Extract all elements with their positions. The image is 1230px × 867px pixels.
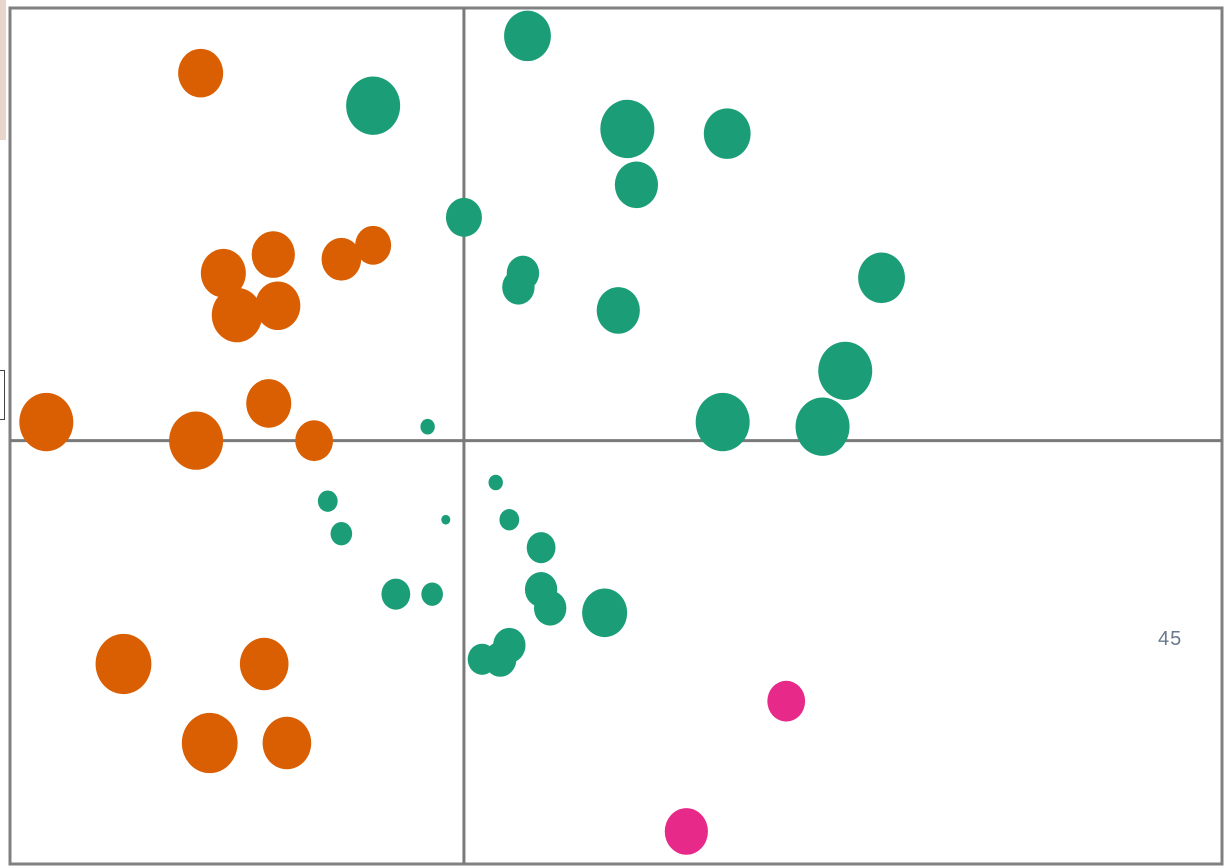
scatter-point-green-12 xyxy=(795,397,850,456)
scatter-point-orange-6 xyxy=(255,281,301,331)
scatter-point-orange-0 xyxy=(178,48,224,98)
scatter-point-green-3 xyxy=(703,108,751,159)
scatter-point-pink-0 xyxy=(767,680,806,722)
scatter-point-orange-2 xyxy=(321,237,362,281)
scatter-point-green-23 xyxy=(533,590,567,626)
scatter-point-orange-7 xyxy=(19,392,74,452)
scatter-point-green-5 xyxy=(445,197,482,237)
scatter-point-orange-12 xyxy=(239,637,289,691)
left-edge-tab xyxy=(0,0,6,140)
corner-label: 45 xyxy=(1158,628,1183,650)
scatter-point-orange-5 xyxy=(211,287,263,343)
scatter-point-green-4 xyxy=(614,161,659,209)
scatter-point-orange-10 xyxy=(295,420,334,462)
scatter-point-orange-11 xyxy=(95,633,152,695)
scatter-point-orange-14 xyxy=(262,716,312,770)
left-edge-bracket xyxy=(0,370,5,420)
scatter-point-green-19 xyxy=(526,532,556,564)
scatter-point-green-0 xyxy=(504,10,551,62)
scatter-points xyxy=(19,10,905,855)
scatter-point-orange-4 xyxy=(200,248,246,298)
scatter-point-green-24 xyxy=(582,588,628,638)
scatter-point-green-21 xyxy=(421,582,443,606)
scatter-point-green-18 xyxy=(499,509,520,531)
scatter-point-green-17 xyxy=(488,474,503,491)
scatter-point-green-13 xyxy=(420,418,435,435)
scatter-point-green-2 xyxy=(600,99,655,159)
scatter-point-pink-1 xyxy=(664,808,708,855)
scatter-point-green-14 xyxy=(317,490,338,512)
scatter-point-green-20 xyxy=(381,578,411,610)
scatter-point-green-8 xyxy=(596,287,640,334)
scatter-point-green-11 xyxy=(695,392,750,452)
scatter-point-orange-13 xyxy=(181,712,238,774)
scatter-point-green-16 xyxy=(441,514,451,525)
scatter-point-green-15 xyxy=(330,522,353,546)
scatter-point-green-9 xyxy=(858,252,905,304)
scatter-point-orange-3 xyxy=(355,225,392,265)
scatter-point-green-10 xyxy=(818,341,873,401)
scatter-point-orange-1 xyxy=(251,231,295,278)
scatter-point-green-27 xyxy=(467,643,497,675)
scatter-point-orange-8 xyxy=(169,411,224,470)
scatter-point-orange-9 xyxy=(246,379,292,428)
scatter-point-green-1 xyxy=(346,76,401,135)
scatter-point-green-7 xyxy=(502,269,535,305)
